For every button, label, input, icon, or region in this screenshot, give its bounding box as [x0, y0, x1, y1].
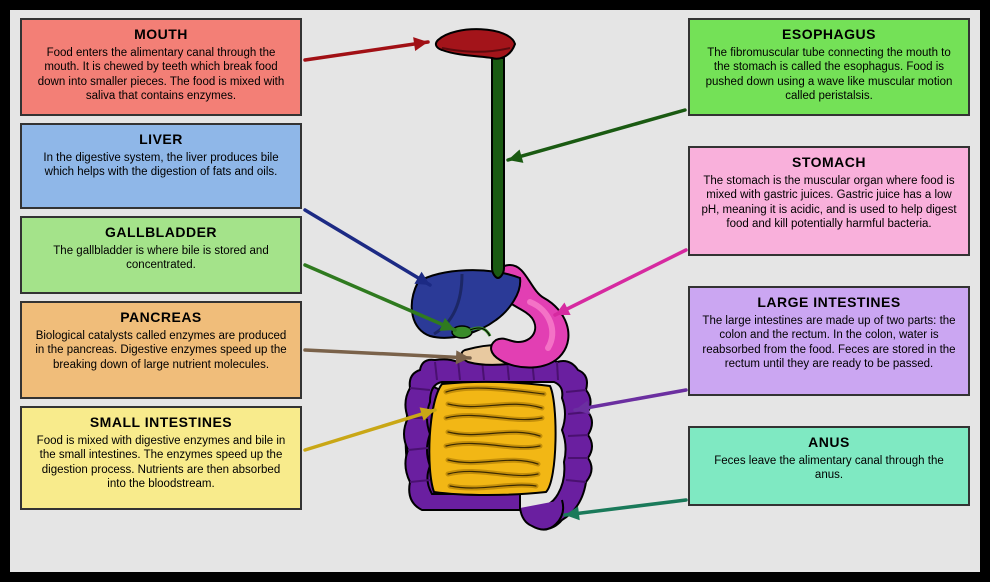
- card-title: LIVER: [32, 131, 290, 147]
- card-large-intestines: LARGE INTESTINES The large intestines ar…: [688, 286, 970, 396]
- card-title: ESOPHAGUS: [700, 26, 958, 42]
- card-title: SMALL INTESTINES: [32, 414, 290, 430]
- card-body: Food is mixed with digestive enzymes and…: [32, 434, 290, 492]
- pancreas-shape: [462, 345, 542, 365]
- card-body: The fibromuscular tube connecting the mo…: [700, 46, 958, 104]
- card-title: LARGE INTESTINES: [700, 294, 958, 310]
- card-stomach: STOMACH The stomach is the muscular orga…: [688, 146, 970, 256]
- card-body: The large intestines are made up of two …: [700, 314, 958, 372]
- card-title: ANUS: [700, 434, 958, 450]
- card-title: STOMACH: [700, 154, 958, 170]
- card-title: PANCREAS: [32, 309, 290, 325]
- card-pancreas: PANCREAS Biological catalysts called enz…: [20, 301, 302, 399]
- mouth-shape: [436, 29, 515, 59]
- gallbladder-shape: [452, 326, 490, 338]
- card-liver: LIVER In the digestive system, the liver…: [20, 123, 302, 209]
- card-body: Food enters the alimentary canal through…: [32, 46, 290, 104]
- esophagus-shape: [492, 58, 504, 278]
- small-intestine-shape: [429, 382, 555, 495]
- card-esophagus: ESOPHAGUS The fibromuscular tube connect…: [688, 18, 970, 116]
- card-mouth: MOUTH Food enters the alimentary canal t…: [20, 18, 302, 116]
- stomach-shape: [491, 265, 568, 368]
- card-body: The gallbladder is where bile is stored …: [32, 244, 290, 273]
- card-body: In the digestive system, the liver produ…: [32, 151, 290, 180]
- card-anus: ANUS Feces leave the alimentary canal th…: [688, 426, 970, 506]
- card-body: Biological catalysts called enzymes are …: [32, 329, 290, 372]
- card-small-intestines: SMALL INTESTINES Food is mixed with dige…: [20, 406, 302, 510]
- infographic-frame: MOUTH Food enters the alimentary canal t…: [10, 10, 980, 572]
- card-body: The stomach is the muscular organ where …: [700, 174, 958, 232]
- liver-shape: [412, 270, 520, 338]
- card-gallbladder: GALLBLADDER The gallbladder is where bil…: [20, 216, 302, 294]
- large-intestine-shape: [404, 359, 592, 530]
- card-title: GALLBLADDER: [32, 224, 290, 240]
- card-title: MOUTH: [32, 26, 290, 42]
- card-body: Feces leave the alimentary canal through…: [700, 454, 958, 483]
